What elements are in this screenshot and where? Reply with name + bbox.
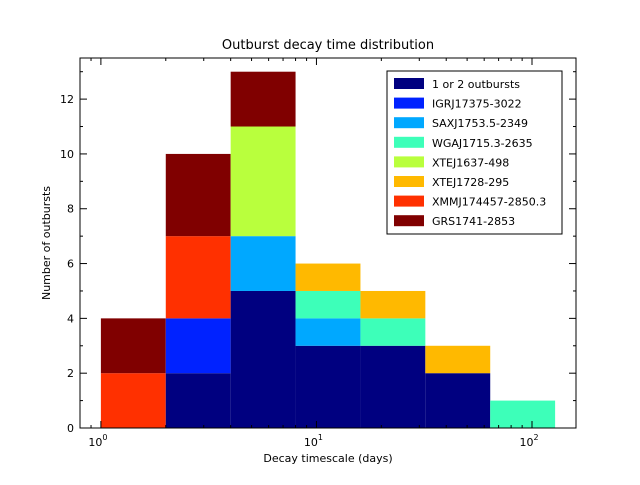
- bar-segment: [165, 318, 231, 374]
- bar-segment: [295, 263, 361, 291]
- bar-segment: [360, 318, 426, 346]
- legend-entry: XMMJ174457-2850.3: [432, 196, 546, 209]
- bar-segment: [100, 318, 166, 374]
- legend-entry: WGAJ1715.3-2635: [432, 137, 533, 150]
- bar-segment: [100, 373, 166, 428]
- legend-swatch: [394, 136, 424, 148]
- bar-segment: [425, 373, 491, 428]
- y-tick-label: 4: [67, 312, 74, 325]
- legend-entry: IGRJ17375-3022: [432, 98, 522, 111]
- bar-segment: [490, 400, 556, 428]
- legend-frame: [386, 70, 563, 235]
- y-tick-label: 10: [60, 148, 74, 161]
- x-tick-label: 101: [304, 433, 323, 449]
- legend-swatch: [394, 78, 424, 89]
- legend: 1 or 2 outbursts IGRJ17375-3022 SAXJ1753.5…: [386, 70, 563, 235]
- bar-segment: [165, 153, 231, 237]
- y-tick-label: 12: [60, 93, 74, 106]
- legend-swatch: [394, 97, 424, 109]
- x-axis-label: Decay timescale (days): [263, 452, 392, 465]
- bar-segment: [230, 126, 296, 237]
- bar-segment: [360, 345, 426, 428]
- chart-title: Outburst decay time distribution: [222, 38, 434, 53]
- legend-entry: SAXJ1753.5-2349: [432, 117, 528, 130]
- legend-swatch: [394, 215, 424, 227]
- y-tick-label: 6: [67, 258, 74, 271]
- bar-segment: [295, 345, 361, 428]
- legend-entry: GRS1741-2853: [432, 215, 515, 228]
- bar-segment: [425, 345, 491, 374]
- legend-entry: XTEJ1728-295: [432, 176, 509, 189]
- bars-group: [100, 71, 556, 428]
- plot-frame: [79, 57, 577, 429]
- bar-segment: [230, 71, 296, 127]
- legend-swatch: [394, 195, 424, 207]
- y-axis-label: Number of outbursts: [40, 186, 53, 300]
- bar-segment: [360, 290, 426, 319]
- y-tick-label: 2: [67, 367, 74, 380]
- bar-segment: [230, 290, 296, 428]
- y-tick-label: 8: [67, 203, 74, 216]
- x-tick-label: 100: [88, 433, 107, 449]
- bar-segment: [230, 236, 296, 291]
- bar-segment: [165, 373, 231, 428]
- bar-segment: [295, 318, 361, 346]
- bar-segment: [295, 290, 361, 319]
- legend-swatch: [394, 156, 424, 168]
- x-tick-label: 102: [519, 433, 538, 449]
- legend-swatch: [394, 176, 424, 187]
- bar-segment: [165, 236, 231, 319]
- legend-entry: 1 or 2 outbursts: [432, 78, 520, 91]
- y-tick-label: 0: [67, 422, 74, 435]
- legend-entry: XTEJ1637-498: [432, 156, 509, 169]
- legend-swatch: [394, 117, 424, 129]
